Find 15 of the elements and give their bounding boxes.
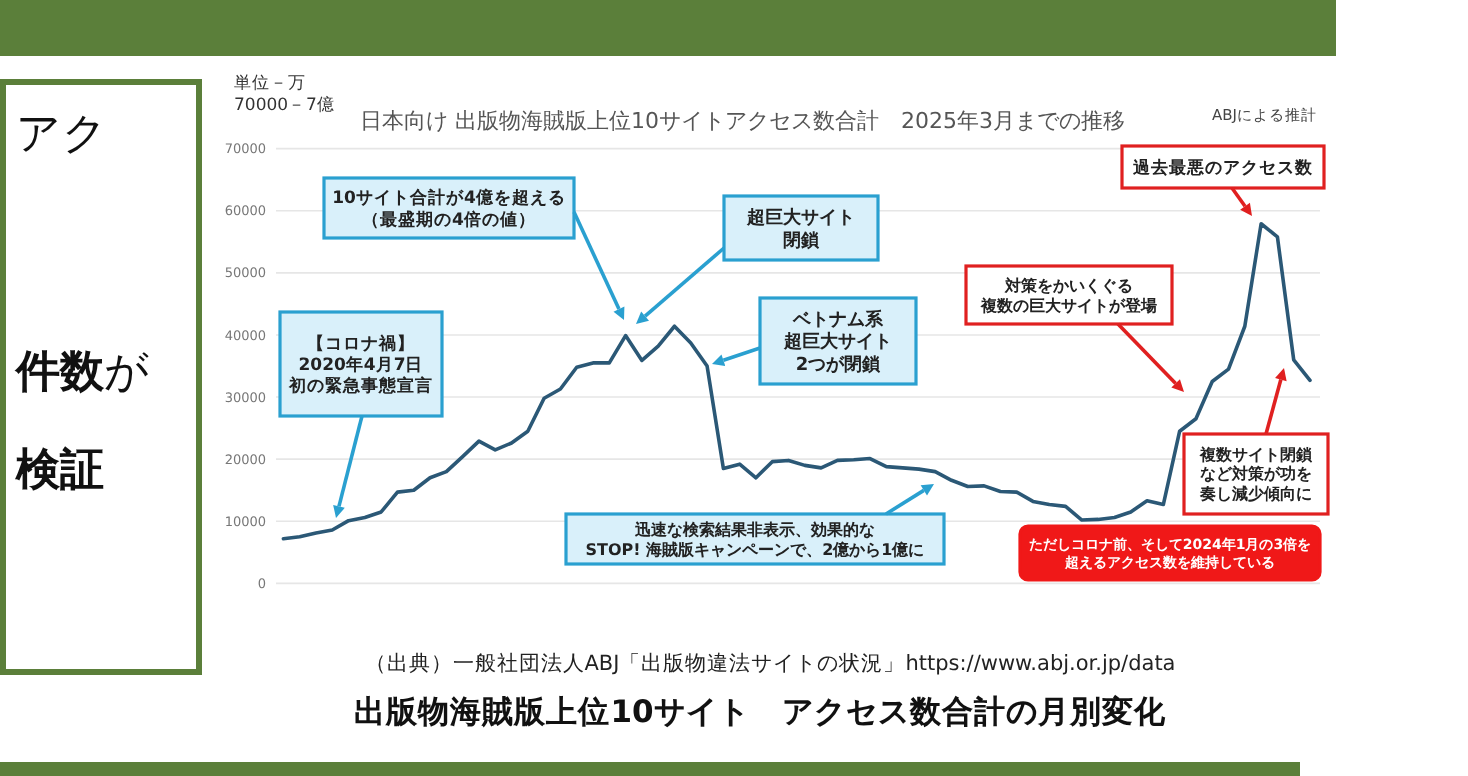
annotation: 10サイト合計が4億を超える（最盛期の4倍の値） — [332, 187, 566, 231]
text: 出版物海賊版上位10サイト アクセス数合計の月別変化 — [354, 692, 1168, 730]
annotation: ベトナム系超巨大サイト2つが閉鎖 — [782, 308, 892, 376]
text: 検証 — [14, 446, 104, 496]
text: （出典）一般社団法人ABJ「出版物違法サイトの状況」https://www.abj.or.jp/data — [364, 650, 1176, 676]
annotation: 【コロナ禍】2020年4月7日初の緊急事態宣言 — [287, 332, 433, 398]
annotation: 過去最悪のアクセス数 — [1131, 156, 1315, 179]
text: アク — [16, 110, 108, 160]
chart-title: 日本向け 出版物海賊版上位10サイトアクセス数合計 2025年3月までの推移 — [360, 108, 1125, 134]
text: 件数が — [14, 348, 150, 398]
annotation: 迅速な検索結果非表示、効果的なSTOP! 海賊版キャンペーンで、2億から1億に — [585, 520, 925, 559]
annotation: 超巨大サイト閉鎖 — [745, 207, 855, 252]
annotation: 対策をかいくぐる複数の巨大サイトが登場 — [979, 274, 1157, 315]
text: 単位－万 — [234, 72, 306, 94]
text: 70000－7億 — [234, 94, 335, 116]
